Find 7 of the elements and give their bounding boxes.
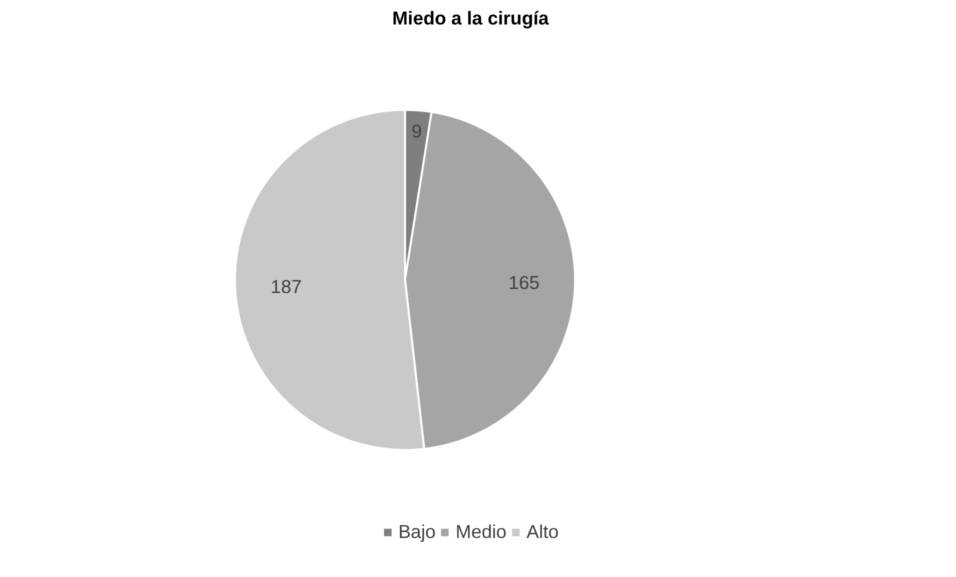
legend-label: Bajo xyxy=(398,521,436,543)
data-label: 165 xyxy=(508,272,540,293)
legend-label: Medio xyxy=(456,521,507,543)
data-label: 9 xyxy=(412,120,422,142)
data-label: 187 xyxy=(270,276,302,298)
legend-label: Alto xyxy=(526,521,559,543)
chart-title: Miedo a la cirugía xyxy=(392,8,550,28)
